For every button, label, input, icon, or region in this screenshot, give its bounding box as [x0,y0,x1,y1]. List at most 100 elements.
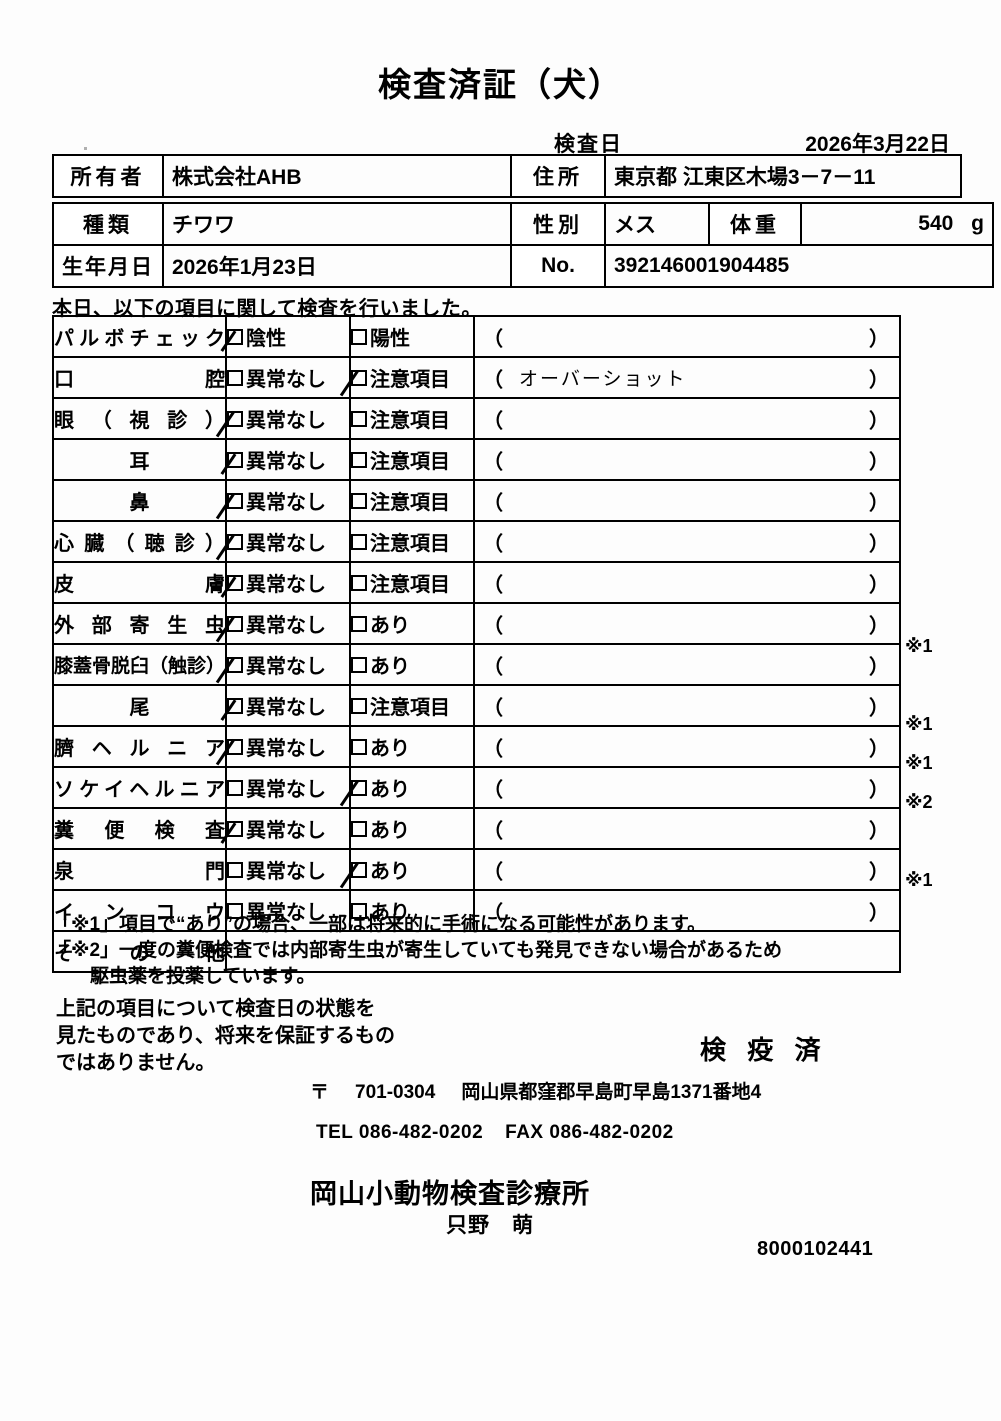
checklist-remark-cell[interactable]: （） [473,807,901,850]
checklist-option-1[interactable]: 異常なし [225,602,352,645]
empty-checkbox-icon[interactable] [351,451,368,468]
checklist-item-label: そ の 他 [51,930,228,973]
paren-open: （ [483,902,504,924]
checklist-remark-cell[interactable]: （） [473,889,901,932]
empty-checkbox-icon[interactable] [227,902,244,919]
checklist-option-1[interactable]: 異常なし [225,725,352,768]
checklist-option-2[interactable]: あり [349,643,476,686]
checklist-remark-cell[interactable]: （） [473,479,901,522]
checklist-option-1[interactable]: 異常なし [225,889,352,932]
checklist-option-2[interactable]: 注意項目 [349,684,476,727]
weight-cell: 540 g [800,202,994,246]
weight-value: 540 [918,212,954,235]
checklist-remark-cell[interactable]: （） [473,643,901,686]
footnote-1: 「※1」項目で“あり”の場合、一部は将来的に手術になる可能性があります。 [52,914,707,935]
checklist-option-2[interactable]: 注意項目 [349,479,476,522]
checklist-remark-cell[interactable]: （） [473,602,901,645]
checklist-remark-cell[interactable]: （） [473,684,901,727]
checklist-option-2[interactable]: 陽性 [349,315,476,358]
empty-checkbox-icon[interactable] [227,861,244,878]
empty-checkbox-icon[interactable] [351,410,368,427]
checklist-remark-cell[interactable]: （） [473,766,901,809]
checked-checkbox-icon[interactable] [227,410,244,427]
checked-checkbox-icon[interactable] [351,779,368,796]
checklist-option-1[interactable]: 異常なし [225,643,352,686]
checklist-option-1[interactable]: 異常なし [225,520,352,563]
checked-checkbox-icon[interactable] [227,738,244,755]
checklist-option-label: 注意項目 [370,533,451,555]
checklist-remark-cell[interactable]: （ ） オーバーショット [473,356,901,399]
checklist-option-label: 注意項目 [370,369,451,391]
paren-close: ） [869,533,889,555]
table-row: ソケイヘルニア 異常なし あり（） [51,766,901,809]
checklist-option-label: 異常なし [246,902,327,924]
table-row: 生年月日 2026年1月23日 No. 392146001904485 [52,244,994,288]
checklist-remark-cell[interactable]: （） [473,397,901,440]
empty-checkbox-icon[interactable] [351,533,368,550]
checklist-option-2[interactable]: あり [349,766,476,809]
empty-checkbox-icon[interactable] [351,902,368,919]
owner-label: 所有者 [52,154,164,198]
sex-label: 性別 [510,202,606,246]
checklist-option-2[interactable]: あり [349,807,476,850]
checklist-item-label: 心臓（聴診） [51,520,228,563]
address-value: 東京都 江東区木場3－7－11 [604,154,962,198]
checked-checkbox-icon[interactable] [227,451,244,468]
empty-checkbox-icon[interactable] [351,615,368,632]
checklist-option-2[interactable]: あり [349,602,476,645]
checklist-option-2[interactable]: 注意項目 [349,520,476,563]
checklist-item-label: 耳 [51,438,228,481]
empty-checkbox-icon[interactable] [227,369,244,386]
checklist-option-1[interactable]: 異常なし [225,397,352,440]
paren-open: （ [483,574,504,596]
checklist-option-2[interactable]: 注意項目 [349,561,476,604]
checked-checkbox-icon[interactable] [227,328,244,345]
checklist-option-label: あり [370,779,411,801]
checked-checkbox-icon[interactable] [227,533,244,550]
checklist-option-2[interactable]: あり [349,889,476,932]
checklist-option-label: 異常なし [246,697,327,719]
checklist-option-1[interactable]: 陰性 [225,315,352,358]
checked-checkbox-icon[interactable] [227,574,244,591]
checklist-other-blank[interactable] [225,930,901,973]
checked-checkbox-icon[interactable] [227,697,244,714]
checked-checkbox-icon[interactable] [227,615,244,632]
checklist-option-1[interactable]: 異常なし [225,356,352,399]
checklist-option-1[interactable]: 異常なし [225,438,352,481]
document-number: 8000102441 [757,1238,874,1260]
empty-checkbox-icon[interactable] [351,492,368,509]
checklist-option-label: 陰性 [246,328,287,350]
checked-checkbox-icon[interactable] [227,820,244,837]
checklist-option-2[interactable]: 注意項目 [349,438,476,481]
checklist-option-1[interactable]: 異常なし [225,766,352,809]
checklist-option-1[interactable]: 異常なし [225,479,352,522]
checklist-option-1[interactable]: 異常なし [225,807,352,850]
checked-checkbox-icon[interactable] [351,861,368,878]
empty-checkbox-icon[interactable] [351,820,368,837]
empty-checkbox-icon[interactable] [351,574,368,591]
empty-checkbox-icon[interactable] [351,697,368,714]
checklist-option-1[interactable]: 異常なし [225,684,352,727]
checked-checkbox-icon[interactable] [227,492,244,509]
checklist-remark-cell[interactable]: （） [473,725,901,768]
empty-checkbox-icon[interactable] [351,656,368,673]
checked-checkbox-icon[interactable] [227,656,244,673]
checklist-option-2[interactable]: 注意項目 [349,397,476,440]
checklist-option-2[interactable]: あり [349,848,476,891]
checklist-remark-cell[interactable]: （） [473,520,901,563]
checked-checkbox-icon[interactable] [351,369,368,386]
paren-close: ） [869,738,889,760]
empty-checkbox-icon[interactable] [351,738,368,755]
checklist-remark-cell[interactable]: （） [473,315,901,358]
veterinarian-name: 只野 萌 [446,1214,534,1237]
checklist-remark-cell[interactable]: （） [473,438,901,481]
empty-checkbox-icon[interactable] [351,328,368,345]
checklist-remark-cell[interactable]: （） [473,848,901,891]
checklist-option-1[interactable]: 異常なし [225,848,352,891]
checklist-option-2[interactable]: あり [349,725,476,768]
checklist-option-1[interactable]: 異常なし [225,561,352,604]
empty-checkbox-icon[interactable] [227,779,244,796]
footnote-marker: ※2 [905,792,933,812]
checklist-remark-cell[interactable]: （） [473,561,901,604]
checklist-option-2[interactable]: 注意項目 [349,356,476,399]
